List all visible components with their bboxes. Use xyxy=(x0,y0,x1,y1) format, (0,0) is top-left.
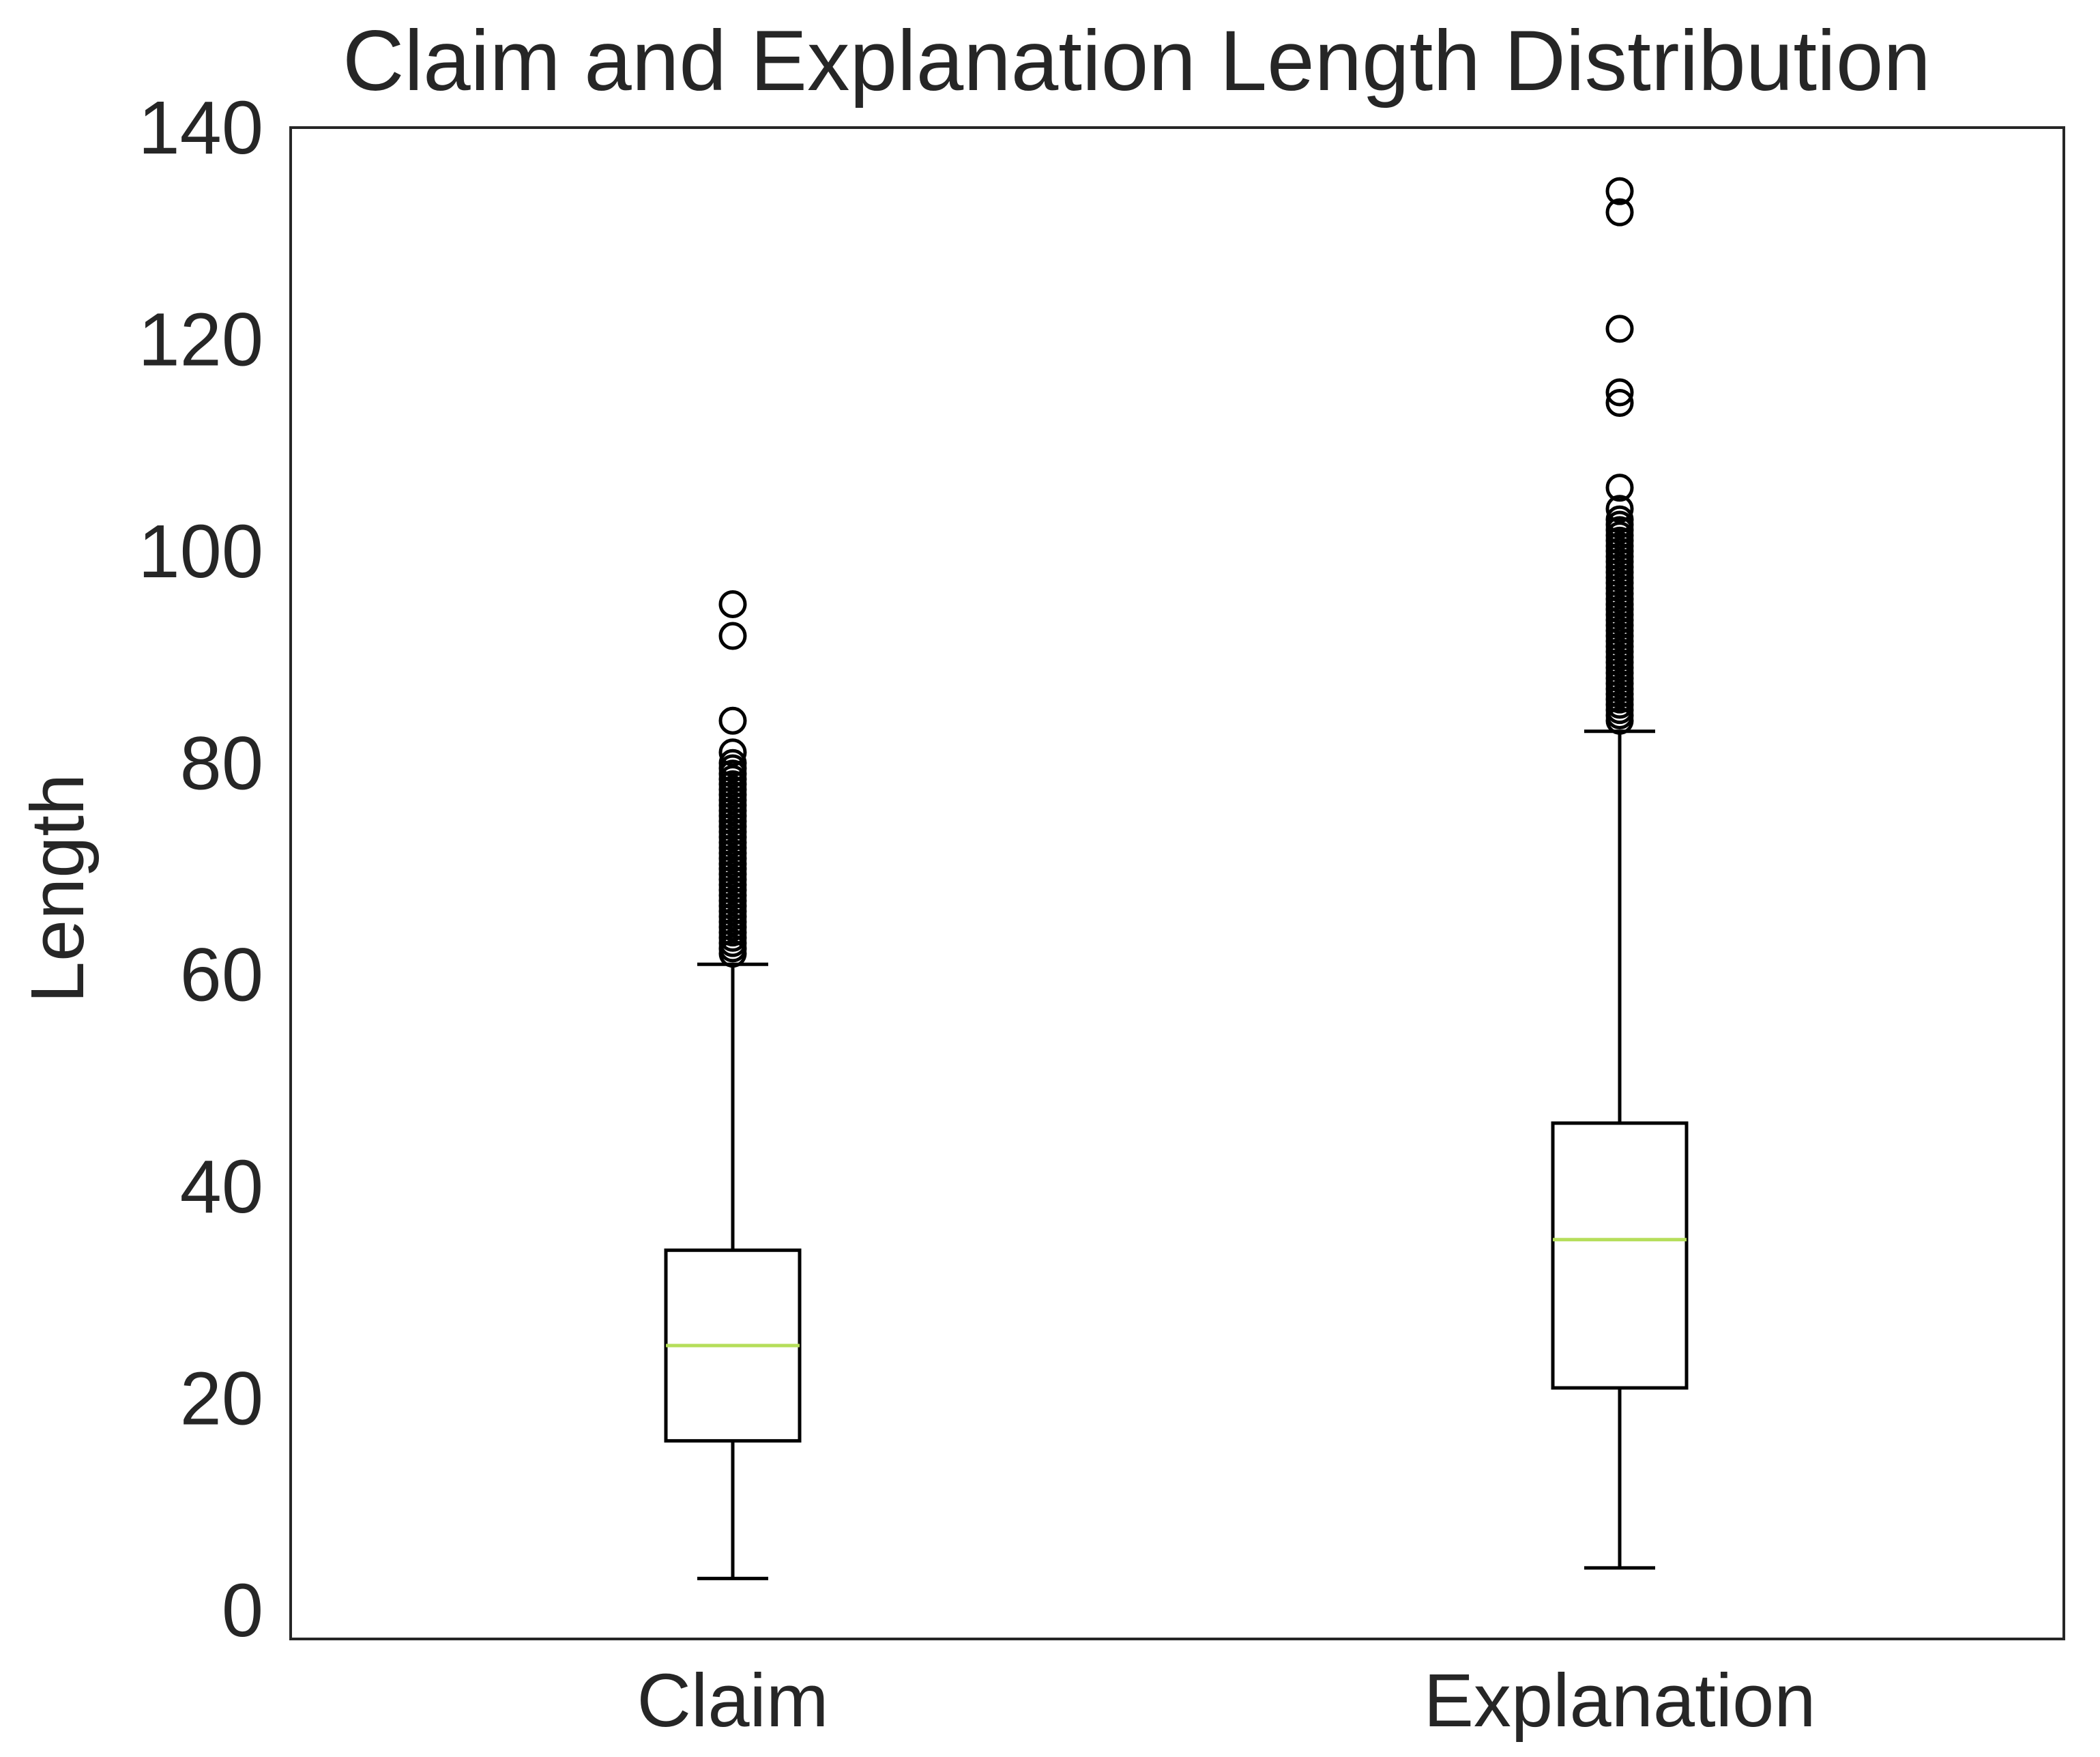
y-tick-label: 60 xyxy=(180,933,263,1017)
outlier-point xyxy=(718,738,747,767)
y-tick-label: 0 xyxy=(222,1569,263,1653)
outlier-point xyxy=(1605,474,1634,502)
x-tick-label: Explanation xyxy=(1424,1659,1816,1743)
chart-title: Claim and Explanation Length Distributio… xyxy=(342,14,1931,108)
y-axis-label: Length xyxy=(16,774,100,1003)
y-tick-label: 140 xyxy=(138,86,263,170)
y-tick-label: 20 xyxy=(180,1357,263,1441)
outlier-point xyxy=(718,622,747,650)
outlier-point xyxy=(1605,495,1634,523)
x-tick-label: Claim xyxy=(637,1659,828,1743)
outlier-point xyxy=(1605,177,1634,205)
y-tick-label: 40 xyxy=(180,1145,263,1229)
outlier-point xyxy=(1605,505,1634,534)
y-tick-label: 80 xyxy=(180,721,263,805)
y-tick-label: 120 xyxy=(138,297,263,381)
outlier-point xyxy=(718,749,747,777)
box-iqr xyxy=(1551,1121,1689,1390)
axes-frame xyxy=(289,126,2065,1640)
y-tick-label: 100 xyxy=(138,510,263,594)
outlier-point xyxy=(1605,389,1634,418)
outlier-point xyxy=(1605,378,1634,407)
outlier-point xyxy=(1605,315,1634,343)
outlier-point xyxy=(718,706,747,735)
plot-area: 0 20 40 60 80 100 120 140 Claim Explanation xyxy=(138,86,2065,1743)
outlier-point xyxy=(1605,198,1634,227)
outlier-point xyxy=(718,590,747,618)
